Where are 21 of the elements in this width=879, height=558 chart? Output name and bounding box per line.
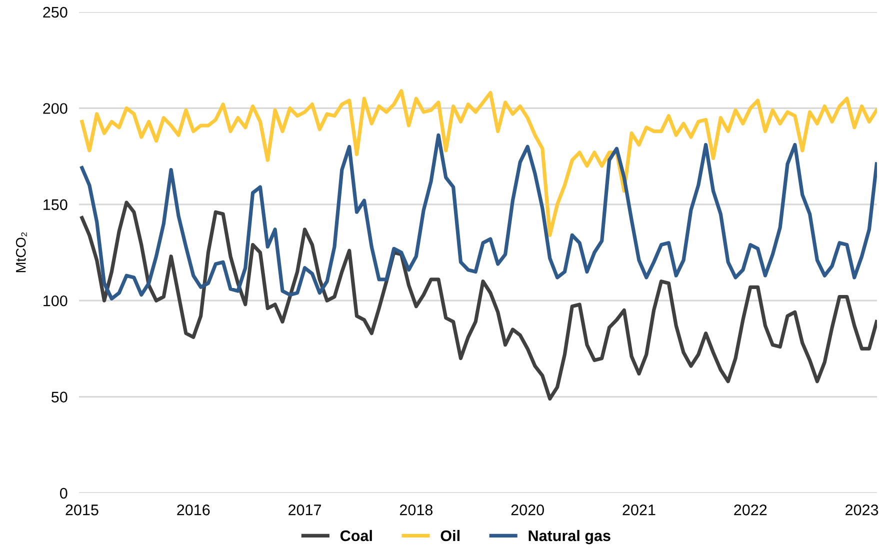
x-tick-label: 2022 xyxy=(734,504,767,516)
y-tick-label: 0 xyxy=(60,488,68,499)
line-series xyxy=(80,200,877,401)
y-tick-label: 100 xyxy=(44,295,68,306)
y-tick-label: 150 xyxy=(44,199,68,210)
x-tick-label: 2021 xyxy=(622,504,656,516)
y-tick-label: 200 xyxy=(43,103,68,114)
x-tick-label: 2016 xyxy=(177,504,210,516)
line-series xyxy=(80,133,877,300)
x-tick-label: 2018 xyxy=(400,504,433,516)
y-tick-label: 50 xyxy=(52,392,68,402)
line-series xyxy=(80,89,877,237)
legend-label: Natural gas xyxy=(528,530,610,544)
x-tick-label: 2020 xyxy=(511,504,544,516)
x-tick-label: 2023 xyxy=(846,504,878,516)
y-tick-label: 250 xyxy=(43,6,68,18)
x-tick-label: 2017 xyxy=(288,504,321,516)
x-tick-label: 2015 xyxy=(66,504,98,516)
legend-label: Oil xyxy=(440,530,460,542)
legend-label: Coal xyxy=(340,530,372,542)
y-axis-title: MtCO₂ xyxy=(16,232,27,272)
